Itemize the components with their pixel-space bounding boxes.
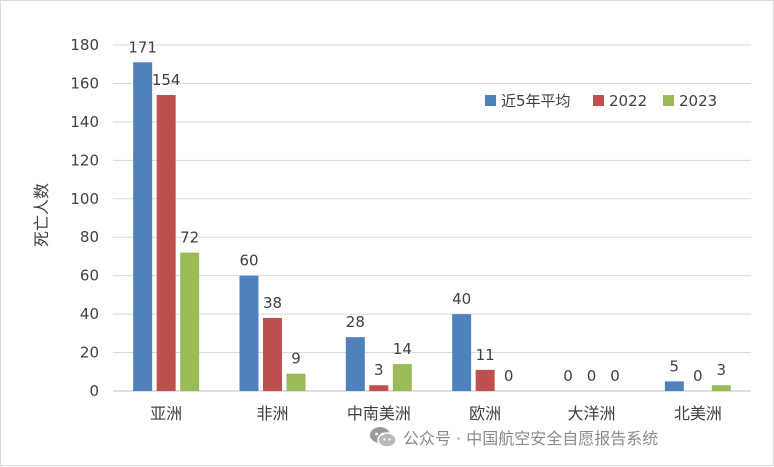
x-tick-label: 中南美洲 xyxy=(347,404,411,423)
y-tick-label: 180 xyxy=(70,36,99,54)
y-tick-label: 0 xyxy=(89,382,99,400)
bar xyxy=(180,252,200,391)
legend: 近5年平均 2022 2023 xyxy=(485,92,717,110)
data-label: 28 xyxy=(346,313,365,331)
data-label: 0 xyxy=(563,367,573,385)
x-axis-categories: 亚洲 非洲 中南美洲 欧洲 大洋洲 北美洲 xyxy=(150,404,722,423)
data-label: 5 xyxy=(670,357,680,375)
bar xyxy=(345,337,365,391)
bars xyxy=(133,62,731,392)
data-label: 0 xyxy=(504,367,514,385)
data-label: 0 xyxy=(587,367,597,385)
y-tick-label: 40 xyxy=(80,305,99,323)
x-tick-label: 北美洲 xyxy=(674,404,722,423)
gridlines xyxy=(113,44,751,392)
data-label: 38 xyxy=(263,294,282,312)
bar xyxy=(711,385,731,391)
data-label: 60 xyxy=(239,252,258,270)
watermark-text: 公众号 · 中国航空安全自愿报告系统 xyxy=(403,429,659,448)
bar xyxy=(475,369,495,391)
data-label: 40 xyxy=(452,290,471,308)
y-tick-label: 160 xyxy=(70,74,99,92)
legend-label: 2022 xyxy=(609,92,647,110)
legend-swatch xyxy=(663,95,674,106)
y-axis-label: 死亡人数 xyxy=(32,183,51,247)
bar xyxy=(263,317,282,391)
y-tick-label: 140 xyxy=(70,113,99,131)
data-label: 11 xyxy=(476,346,495,364)
bar xyxy=(369,385,389,391)
x-tick-label: 非洲 xyxy=(256,404,288,423)
bar xyxy=(664,381,684,391)
x-tick-label: 欧洲 xyxy=(469,404,501,423)
y-tick-label: 60 xyxy=(80,267,99,285)
data-label: 72 xyxy=(180,229,199,247)
y-tick-label: 100 xyxy=(70,190,99,208)
x-tick-label: 大洋洲 xyxy=(567,404,615,423)
data-label: 154 xyxy=(152,71,181,89)
legend-label: 近5年平均 xyxy=(501,92,571,110)
data-label: 14 xyxy=(393,340,412,358)
bar xyxy=(239,275,259,391)
data-label: 171 xyxy=(128,38,157,56)
bar xyxy=(452,314,472,391)
y-axis-ticks: 0 20 40 60 80 100 120 140 160 180 xyxy=(70,36,99,400)
data-label: 3 xyxy=(717,361,727,379)
bar xyxy=(156,94,176,391)
bar xyxy=(392,364,412,391)
y-tick-label: 20 xyxy=(80,344,99,362)
data-label: 0 xyxy=(693,367,703,385)
y-tick-label: 120 xyxy=(70,151,99,169)
wechat-icon xyxy=(370,427,397,448)
legend-swatch xyxy=(593,95,604,106)
legend-swatch xyxy=(485,95,496,106)
data-label: 9 xyxy=(291,350,301,368)
data-label: 3 xyxy=(374,361,384,379)
x-tick-label: 亚洲 xyxy=(150,404,182,423)
legend-label: 2023 xyxy=(679,92,717,110)
data-label: 0 xyxy=(610,367,620,385)
watermark: 公众号 · 中国航空安全自愿报告系统 xyxy=(369,425,658,449)
bar xyxy=(133,62,153,392)
y-tick-label: 80 xyxy=(80,228,99,246)
bar xyxy=(286,373,306,391)
